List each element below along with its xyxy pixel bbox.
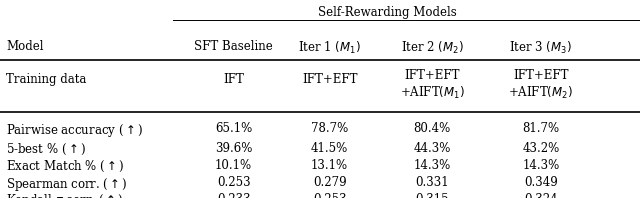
Text: 65.1%: 65.1% [215, 122, 252, 135]
Text: 14.3%: 14.3% [522, 159, 559, 172]
Text: Self-Rewarding Models: Self-Rewarding Models [318, 6, 456, 19]
Text: IFT: IFT [223, 73, 244, 86]
Text: 5-best % ($\uparrow$): 5-best % ($\uparrow$) [6, 142, 86, 157]
Text: 0.233: 0.233 [217, 193, 250, 198]
Text: Iter 3 $(M_3)$: Iter 3 $(M_3)$ [509, 40, 572, 56]
Text: 0.279: 0.279 [313, 176, 346, 189]
Text: 0.324: 0.324 [524, 193, 557, 198]
Text: 80.4%: 80.4% [413, 122, 451, 135]
Text: Spearman corr. ($\uparrow$): Spearman corr. ($\uparrow$) [6, 176, 128, 193]
Text: Training data: Training data [6, 73, 87, 86]
Text: IFT+EFT
+AIFT$(M_2)$: IFT+EFT +AIFT$(M_2)$ [508, 69, 573, 101]
Text: 39.6%: 39.6% [215, 142, 252, 155]
Text: Pairwise accuracy ($\uparrow$): Pairwise accuracy ($\uparrow$) [6, 122, 143, 139]
Text: Kendall $\tau$ corr. ($\uparrow$): Kendall $\tau$ corr. ($\uparrow$) [6, 193, 124, 198]
Text: 0.349: 0.349 [524, 176, 557, 189]
Text: 0.253: 0.253 [217, 176, 250, 189]
Text: Exact Match % ($\uparrow$): Exact Match % ($\uparrow$) [6, 159, 125, 174]
Text: IFT+EFT: IFT+EFT [302, 73, 357, 86]
Text: Iter 2 $(M_2)$: Iter 2 $(M_2)$ [401, 40, 463, 56]
Text: 0.331: 0.331 [415, 176, 449, 189]
Text: 0.253: 0.253 [313, 193, 346, 198]
Text: SFT Baseline: SFT Baseline [194, 40, 273, 53]
Text: 0.315: 0.315 [415, 193, 449, 198]
Text: 13.1%: 13.1% [311, 159, 348, 172]
Text: IFT+EFT
+AIFT$(M_1)$: IFT+EFT +AIFT$(M_1)$ [399, 69, 465, 101]
Text: Model: Model [6, 40, 44, 53]
Text: 43.2%: 43.2% [522, 142, 559, 155]
Text: 44.3%: 44.3% [413, 142, 451, 155]
Text: 14.3%: 14.3% [413, 159, 451, 172]
Text: 78.7%: 78.7% [311, 122, 348, 135]
Text: Iter 1 $(M_1)$: Iter 1 $(M_1)$ [298, 40, 361, 56]
Text: 41.5%: 41.5% [311, 142, 348, 155]
Text: 10.1%: 10.1% [215, 159, 252, 172]
Text: 81.7%: 81.7% [522, 122, 559, 135]
